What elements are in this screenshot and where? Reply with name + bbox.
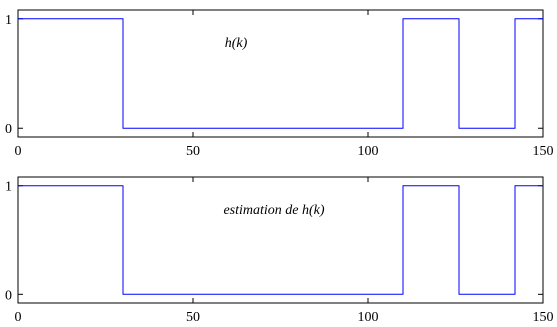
x-tick-label: 0 xyxy=(15,310,22,325)
series-line-1 xyxy=(18,185,543,295)
chart-1: 0 50 100 150 0 1 h(k) xyxy=(5,9,554,159)
x-tick-label: 150 xyxy=(533,310,554,325)
x-tick-label: 50 xyxy=(186,310,200,325)
axes-frame xyxy=(17,9,544,138)
y-tick-label: 1 xyxy=(5,180,12,195)
series-line-1 xyxy=(18,18,543,129)
chart-2: 0 50 100 150 0 1 estimation de h(k) xyxy=(5,176,554,325)
x-tick-label: 50 xyxy=(186,144,200,159)
plot-annotation: h(k) xyxy=(225,36,248,51)
axes-frame xyxy=(17,176,544,304)
y-tick-label: 0 xyxy=(5,288,12,303)
y-tick-label: 0 xyxy=(5,122,12,137)
x-tick-label: 150 xyxy=(533,144,554,159)
x-tick-label: 0 xyxy=(15,144,22,159)
x-tick-label: 100 xyxy=(358,144,379,159)
plot-annotation: estimation de h(k) xyxy=(223,203,324,218)
x-tick-label: 100 xyxy=(358,310,379,325)
y-tick-label: 1 xyxy=(5,13,12,28)
